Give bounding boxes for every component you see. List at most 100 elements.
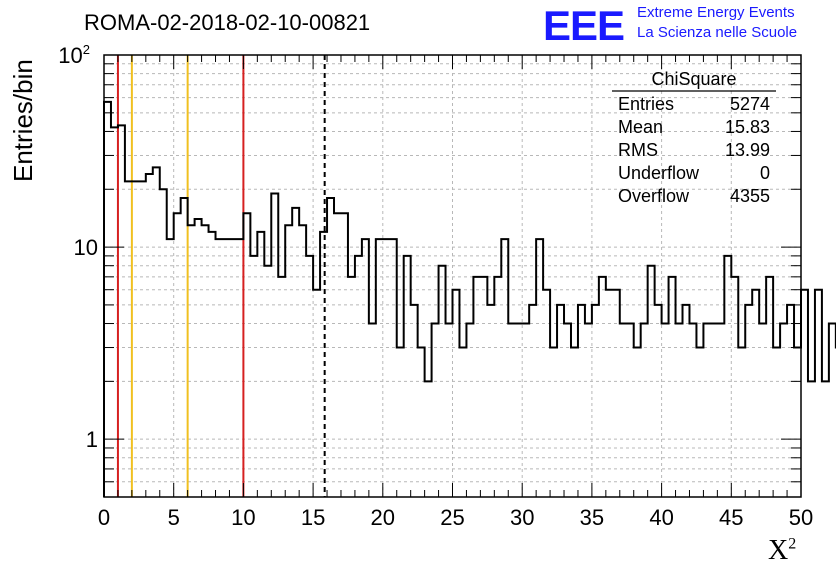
histogram-bin (202, 225, 209, 497)
histogram-bin (794, 348, 801, 497)
x-tick-label: 5 (168, 505, 180, 530)
histogram-bin (808, 381, 815, 497)
histogram-bin (383, 239, 390, 497)
histogram-bin (362, 239, 369, 497)
histogram-bin (466, 324, 473, 497)
x-axis-label: X2 (768, 535, 796, 567)
histogram-bin (822, 381, 829, 497)
histogram-bin (341, 213, 348, 497)
histogram-bin (146, 174, 153, 497)
histogram-bin (641, 324, 648, 497)
x-tick-label: 0 (98, 505, 110, 530)
histogram-bin (501, 239, 508, 497)
x-tick-label: 45 (719, 505, 743, 530)
eee-logo: EEE (543, 2, 625, 49)
histogram-bin (529, 305, 536, 497)
histogram-bin (264, 266, 271, 497)
histogram-bin (432, 324, 439, 497)
histogram-bin (710, 324, 717, 497)
histogram-bin (759, 324, 766, 497)
histogram-bin (174, 213, 181, 497)
histogram-bin (453, 290, 460, 497)
histogram-bin (620, 324, 627, 497)
stats-label: Underflow (618, 163, 700, 183)
x-tick-label: 15 (301, 505, 325, 530)
histogram-bin (662, 324, 669, 497)
y-tick-label: 10 (74, 235, 98, 260)
histogram-bin (683, 305, 690, 497)
stats-label: Entries (618, 94, 674, 114)
histogram-bin (676, 324, 683, 497)
histogram-bin (689, 324, 696, 497)
y-tick-label: 102 (58, 42, 90, 68)
histogram-bin (515, 324, 522, 497)
histogram-bin (773, 348, 780, 497)
histogram-bin (292, 208, 299, 497)
histogram-bin (829, 324, 836, 497)
x-tick-label: 10 (231, 505, 255, 530)
histogram-bin (209, 232, 216, 497)
logo-tagline-1: Extreme Energy Events (637, 4, 795, 21)
histogram-bin (669, 277, 676, 497)
histogram-bin (536, 239, 543, 497)
histogram-bin (738, 348, 745, 497)
histogram-bin (418, 348, 425, 497)
histogram-bin (334, 213, 341, 497)
stats-label: RMS (618, 140, 658, 160)
histogram-bin (243, 213, 250, 497)
stats-box: ChiSquare Entries 5274 Mean 15.83 RMS 13.99 Und… (612, 69, 776, 206)
x-tick-label: 40 (649, 505, 673, 530)
histogram (103, 100, 836, 497)
histogram-bin (397, 348, 404, 497)
stats-label: Mean (618, 117, 663, 137)
histogram-bin (564, 324, 571, 497)
x-axis-label-text: X (768, 535, 789, 566)
histogram-bin (132, 181, 139, 497)
stats-value: 4355 (730, 186, 770, 206)
histogram-bin (703, 324, 710, 497)
histogram-bin (271, 194, 278, 497)
histogram-bin (731, 277, 738, 497)
histogram-bin (257, 232, 264, 497)
histogram-bin (355, 256, 362, 497)
histogram-bin (181, 198, 188, 497)
histogram-bin (188, 225, 195, 497)
histogram-bin (167, 239, 174, 497)
axis-ticks: 0 5 10 15 20 25 30 35 40 45 50 1 10 102 (58, 42, 813, 530)
histogram-bin (745, 305, 752, 497)
histogram-bin (160, 189, 167, 497)
histogram-bin (655, 305, 662, 497)
histogram-bin (285, 225, 292, 497)
histogram-bin (613, 290, 620, 497)
histogram-bin (627, 324, 634, 497)
stats-value: 15.83 (725, 117, 770, 137)
histogram-bin (320, 232, 327, 497)
histogram-bin (787, 305, 794, 497)
histogram-bin (696, 348, 703, 497)
histogram-bin (250, 256, 257, 497)
histogram-bin (327, 198, 334, 497)
y-tick-label: 1 (86, 427, 98, 452)
histogram-bin (104, 102, 111, 497)
histogram-bin (717, 324, 724, 497)
histogram-bin (522, 324, 529, 497)
histogram-bin (299, 225, 306, 497)
histogram-bin (606, 290, 613, 497)
histogram-bin (278, 277, 285, 497)
histogram-bin (404, 256, 411, 497)
histogram-bin (557, 305, 564, 497)
histogram-bin (634, 348, 641, 497)
histogram-bin (599, 277, 606, 497)
histogram-bin (550, 348, 557, 497)
histogram-bin (648, 266, 655, 497)
x-tick-label: 35 (580, 505, 604, 530)
stats-value: 0 (760, 163, 770, 183)
histogram-bin (780, 324, 787, 497)
x-tick-label: 50 (789, 505, 813, 530)
histogram-bin (752, 290, 759, 497)
histogram-bin (494, 277, 501, 497)
histogram-bin (313, 290, 320, 497)
histogram-bin (222, 239, 229, 497)
histogram-bin (487, 305, 494, 497)
histogram-bin (571, 348, 578, 497)
